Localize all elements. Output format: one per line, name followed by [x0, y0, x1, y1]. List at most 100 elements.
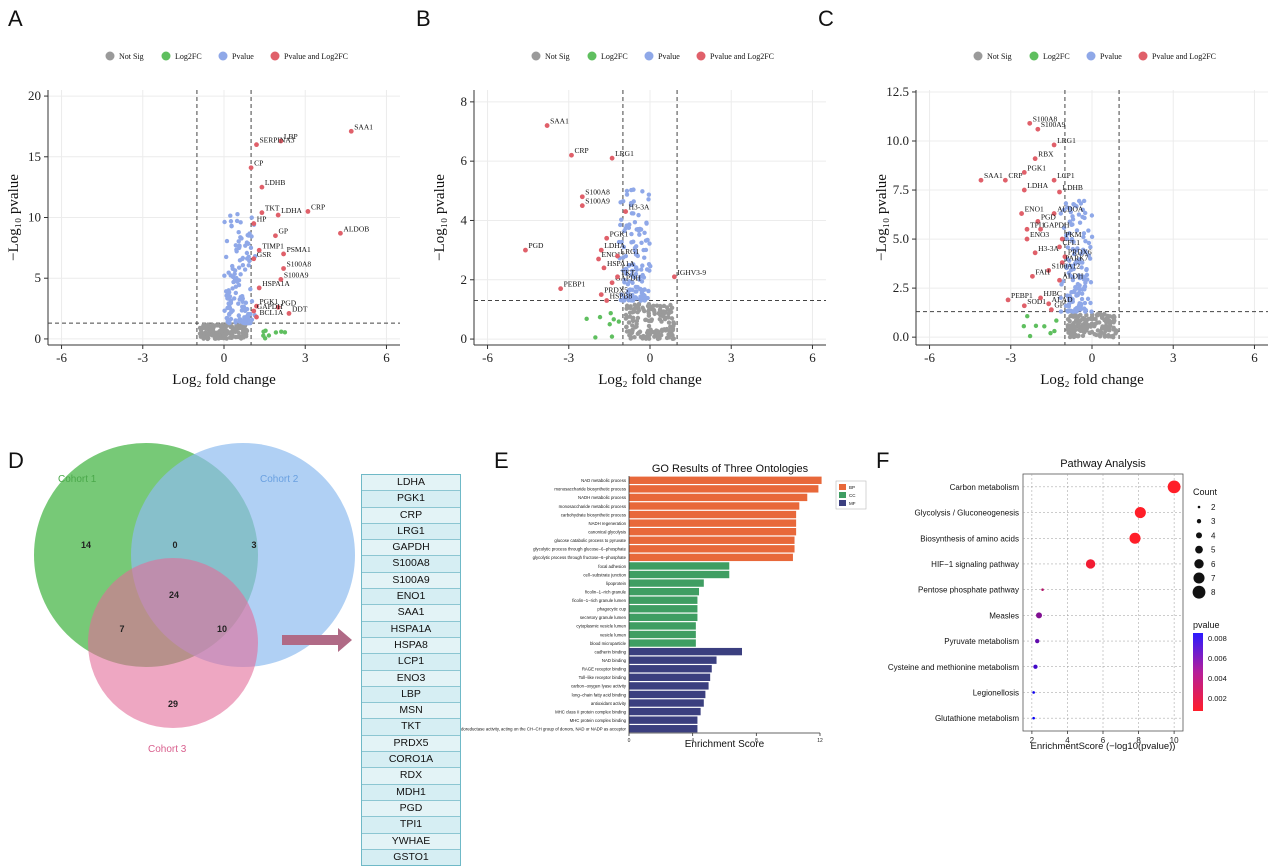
go-bar — [629, 510, 797, 519]
gene-label: LCP1 — [1057, 171, 1075, 180]
point-not-sig — [1073, 318, 1079, 323]
point-log2fc — [1021, 324, 1027, 329]
point-not-sig — [657, 309, 662, 315]
pathway-label: Pentose phosphate pathway — [918, 586, 1019, 595]
point-pvalue — [635, 253, 641, 259]
figure-canvas: -6 -3 0 3 605101520SAA1LBPSERPINA3CPLDHBCRPA… — [6, 51, 1268, 755]
point-pvalue — [228, 213, 233, 218]
y-tick-label: 8 — [461, 94, 468, 109]
point-significant — [1057, 277, 1062, 283]
point-log2fc — [616, 319, 622, 324]
gene-list-item: GSTO1 — [393, 850, 429, 863]
go-bar — [629, 476, 822, 484]
point-significant — [256, 285, 262, 291]
color-legend-label: 0.006 — [1208, 654, 1227, 663]
point-significant — [1051, 177, 1057, 183]
point-not-sig — [624, 306, 629, 311]
gene-list-item: LCP1 — [362, 654, 460, 671]
point-not-sig — [632, 335, 637, 340]
point-pvalue — [234, 218, 240, 224]
point-not-sig — [1111, 327, 1116, 332]
point-pvalue — [640, 189, 645, 194]
gene-label: H3-3A — [1038, 244, 1059, 253]
gene-label: CFL1 — [1063, 238, 1081, 247]
gene-list-item: LBP — [362, 687, 460, 704]
point-not-sig — [1075, 334, 1081, 339]
point-pvalue — [1071, 251, 1077, 257]
point-not-sig — [219, 328, 225, 334]
point-log2fc — [611, 317, 616, 322]
y-tick-label: 10 — [28, 210, 41, 225]
point-not-sig — [661, 309, 666, 314]
point-significant — [1019, 211, 1024, 216]
point-pvalue — [228, 309, 234, 315]
pathway-dot — [1167, 480, 1181, 494]
point-pvalue — [629, 272, 634, 278]
point-pvalue — [1070, 246, 1076, 252]
gene-list-item: ENO3 — [362, 670, 460, 687]
point-pvalue — [246, 233, 251, 238]
point-log2fc — [607, 322, 612, 327]
gene-label: S100A12 — [1052, 261, 1081, 270]
venn-circle-cohort-3 — [88, 558, 258, 728]
gene-label: FAH — [1035, 267, 1050, 276]
point-log2fc — [1025, 314, 1030, 319]
x-tick-label: 0 — [628, 738, 631, 744]
pathway-label: Carbon metabolism — [950, 483, 1020, 492]
legend-swatch — [839, 484, 846, 490]
point-pvalue — [1077, 220, 1083, 225]
point-pvalue — [630, 239, 636, 244]
point-log2fc — [1027, 333, 1033, 339]
point-pvalue — [1082, 215, 1087, 221]
gene-list-item: SAA1 — [362, 605, 460, 622]
point-pvalue — [1076, 212, 1082, 217]
x-tick-label: 12 — [817, 738, 823, 744]
point-pvalue — [633, 295, 638, 300]
point-pvalue — [1081, 231, 1087, 236]
point-log2fc — [1033, 323, 1039, 329]
go-bar — [629, 647, 743, 656]
point-pvalue — [621, 244, 627, 250]
point-log2fc — [1048, 330, 1053, 336]
point-not-sig — [223, 329, 228, 334]
point-pvalue — [1061, 225, 1067, 231]
pathway-dot — [1134, 507, 1146, 519]
point-pvalue — [629, 201, 635, 206]
point-pvalue — [238, 272, 243, 277]
point-not-sig — [1081, 316, 1086, 321]
point-pvalue — [232, 277, 238, 282]
point-pvalue — [633, 265, 639, 270]
point-not-sig — [1084, 312, 1089, 318]
point-pvalue — [1089, 309, 1094, 314]
y-axis-title: −Log₁₀ pvalue — [874, 174, 890, 261]
point-not-sig — [203, 326, 209, 331]
point-not-sig — [646, 309, 651, 314]
point-pvalue — [1079, 251, 1084, 256]
gene-label: LRG1 — [621, 247, 640, 256]
point-pvalue — [249, 215, 254, 220]
point-log2fc — [261, 329, 266, 334]
gene-label: LDHA — [1027, 181, 1048, 190]
point-not-sig — [641, 307, 646, 312]
point-significant — [598, 247, 604, 253]
x-tick-label: 3 — [302, 350, 309, 365]
point-not-sig — [659, 333, 664, 338]
point-not-sig — [1098, 311, 1103, 317]
point-pvalue — [226, 270, 231, 275]
gene-label: ALAD — [1052, 295, 1073, 304]
x-tick-label: 6 — [383, 350, 390, 365]
point-significant — [1046, 268, 1052, 273]
point-pvalue — [642, 293, 647, 298]
point-pvalue — [638, 286, 643, 292]
point-not-sig — [1079, 324, 1084, 330]
x-tick-label: 0 — [647, 350, 654, 365]
color-legend-title: pvalue — [1193, 620, 1220, 630]
go-bar — [629, 545, 795, 553]
gene-label: PGD — [281, 298, 297, 307]
venn-count-c13: 7 — [119, 624, 124, 634]
venn-count-c12: 0 — [172, 540, 177, 550]
point-significant — [1038, 226, 1043, 232]
point-pvalue — [223, 254, 229, 260]
point-significant — [1032, 250, 1038, 256]
pathway-dot — [1035, 638, 1040, 644]
